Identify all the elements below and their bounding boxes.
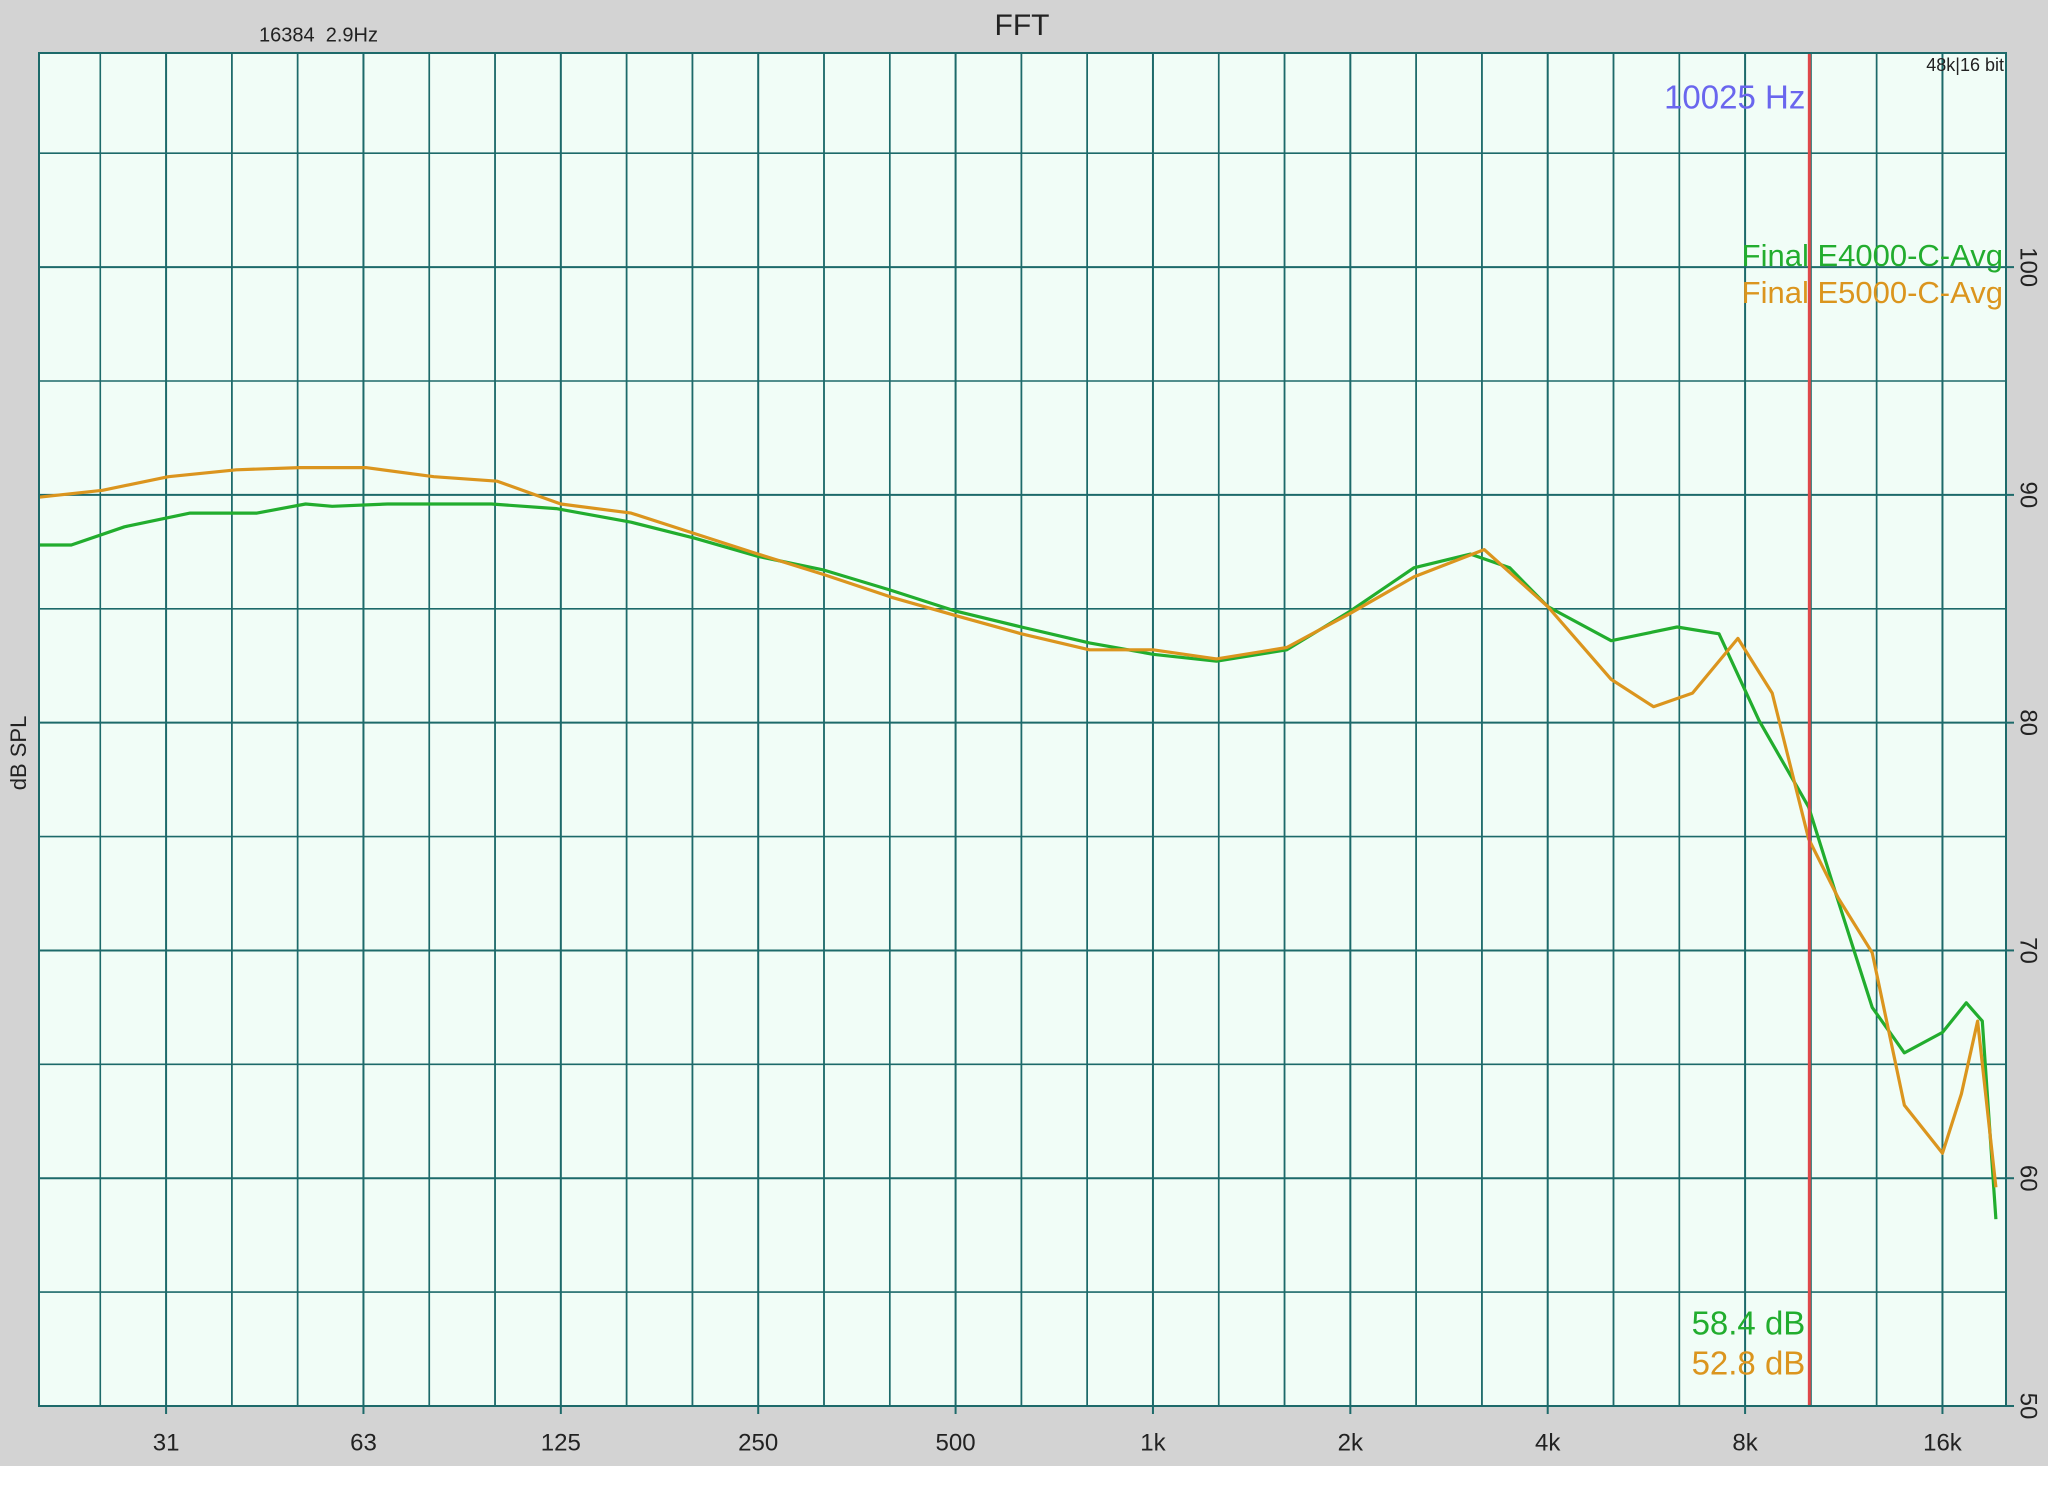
- series-line: [38, 466, 1998, 1188]
- x-tick-label: 125: [541, 1429, 581, 1456]
- x-tick-label: 250: [738, 1429, 778, 1456]
- y-tick-label: 70: [2015, 937, 2042, 964]
- chart-title: FFT: [995, 9, 1050, 42]
- y-tick-label: 90: [2015, 482, 2042, 509]
- y-tick-label: 60: [2015, 1165, 2042, 1192]
- x-tick-label: 8k: [1732, 1429, 1758, 1456]
- x-tick-label: 16k: [1923, 1429, 1963, 1456]
- info-right: 48k|16 bit: [1926, 55, 2004, 75]
- series-line: [39, 502, 1998, 1220]
- cursor-readout: 58.4 dB: [1692, 1305, 1806, 1342]
- y-tick-label: 100: [2015, 247, 2042, 287]
- y-tick-label: 50: [2015, 1393, 2042, 1420]
- marks: [38, 53, 1998, 1406]
- legend-entry: Final E4000-C-Avg: [1742, 238, 2003, 273]
- x-tick-label: 500: [936, 1429, 976, 1456]
- plot-area: [39, 53, 2006, 1406]
- x-tick-label: 4k: [1535, 1429, 1561, 1456]
- x-tick-label: 1k: [1140, 1429, 1166, 1456]
- cursor-label: 10025 Hz: [1664, 79, 1805, 116]
- x-tick-label: 2k: [1338, 1429, 1364, 1456]
- info-left: 16384 2.9Hz: [259, 24, 378, 46]
- legend-entry: Final E5000-C-Avg: [1742, 275, 2003, 310]
- x-tick-label: 63: [350, 1429, 377, 1456]
- cursor-readout: 52.8 dB: [1692, 1345, 1806, 1382]
- y-tick-label: 80: [2015, 709, 2042, 736]
- y-axis-label: dB SPL: [6, 716, 31, 791]
- x-tick-label: 31: [153, 1429, 180, 1456]
- plot-border: [38, 52, 2007, 1407]
